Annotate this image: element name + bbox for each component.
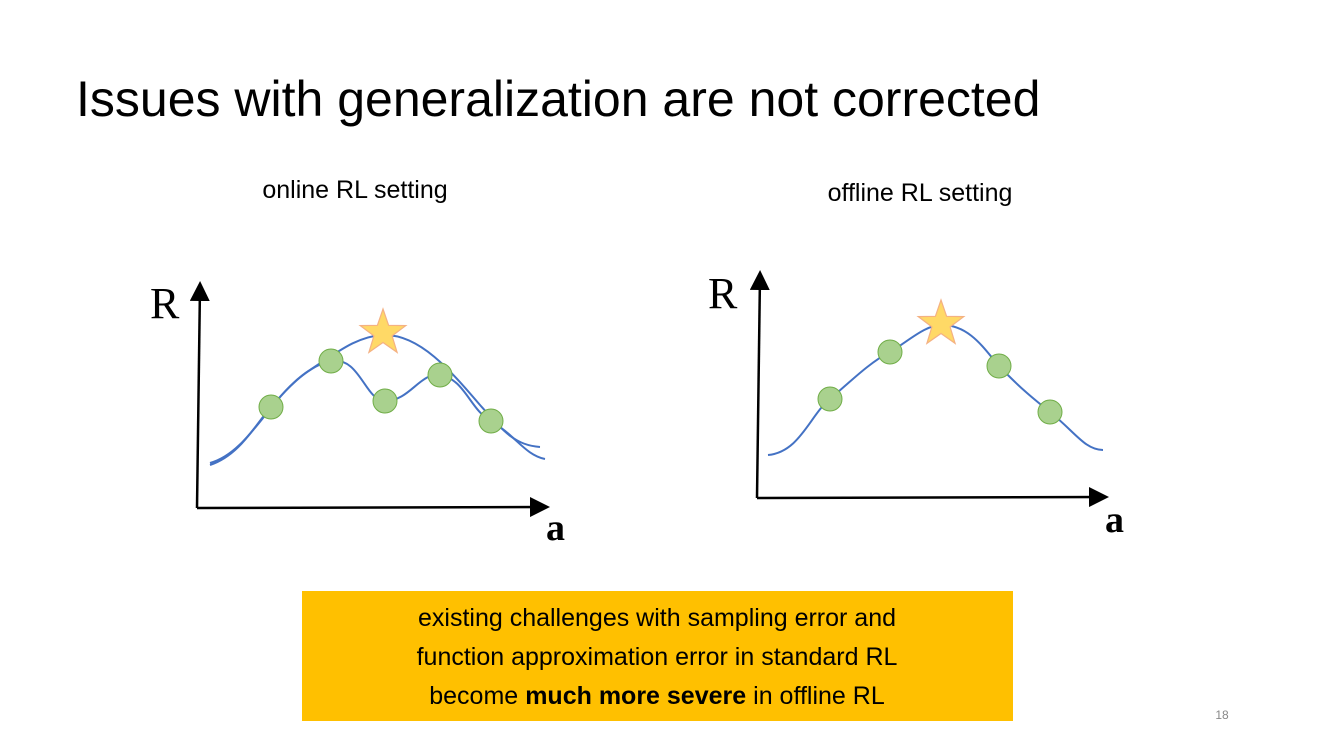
slide-title: Issues with generalization are not corre… (76, 71, 1040, 127)
y-axis (749, 270, 770, 499)
sample-point (427, 362, 453, 388)
callout-text: in offline RL (753, 682, 885, 710)
sample-point (478, 408, 504, 434)
callout-line: become much more severe in offline RL (429, 682, 885, 710)
callout-line: existing challenges with sampling error … (418, 604, 896, 632)
page-number: 18 (1215, 708, 1229, 722)
panel-heading: offline RL setting (828, 179, 1013, 207)
sample-point (372, 388, 398, 414)
y-axis (189, 281, 210, 509)
sample-point (817, 386, 843, 412)
y-axis-label: R (150, 279, 180, 328)
panel-heading: online RL setting (262, 176, 447, 204)
x-axis (196, 497, 550, 518)
sample-point (877, 339, 903, 365)
x-axis (756, 487, 1109, 508)
callout-box (302, 591, 1013, 721)
x-axis-label: a (546, 507, 565, 549)
callout-emphasis: much more severe (525, 682, 746, 710)
sample-point (318, 348, 344, 374)
sample-point (258, 394, 284, 420)
callout-text: become (429, 682, 518, 710)
optimum-star (358, 307, 408, 354)
optimum-star (916, 298, 966, 345)
fitted-curve (767, 323, 1104, 456)
y-axis-label: R (708, 269, 738, 318)
callout-line: function approximation error in standard… (417, 643, 898, 671)
x-axis-label: a (1105, 499, 1124, 541)
sample-point (986, 353, 1012, 379)
sample-point (1037, 399, 1063, 425)
